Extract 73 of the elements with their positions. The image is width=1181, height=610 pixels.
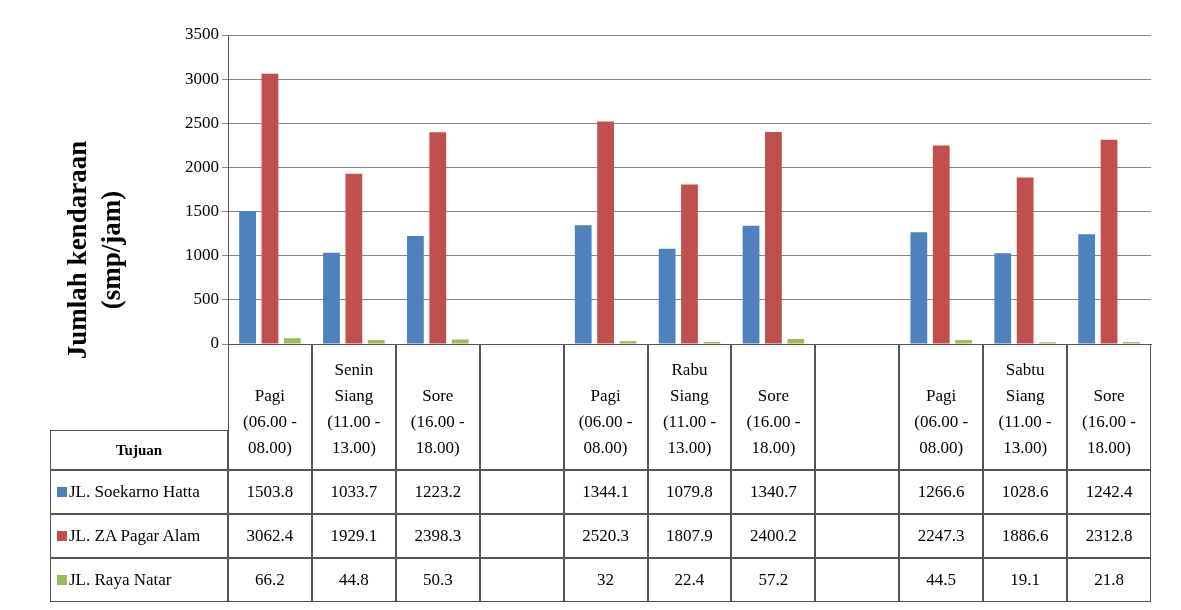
- data-label: 1033.7: [330, 481, 378, 503]
- bar: [910, 232, 928, 344]
- x-tick-label: Pagi (06.00 - 08.00): [577, 385, 634, 459]
- data-label: 22.4: [674, 569, 705, 591]
- data-label: 1028.6: [1001, 481, 1049, 503]
- y-tick-label: 3500: [185, 24, 219, 44]
- x-tick-label: Pagi (06.00 - 08.00): [242, 385, 298, 459]
- bar: [1100, 139, 1118, 344]
- x-tick-label: Pagi (06.00 - 08.00): [913, 385, 970, 459]
- data-label: 1929.1: [330, 525, 378, 547]
- data-label: 2520.3: [582, 525, 629, 547]
- y-tick-label: 2500: [185, 112, 219, 132]
- data-label: 66.2: [255, 569, 285, 591]
- x-tick-label: Sore (16.00 - 18.00): [409, 385, 466, 459]
- data-label: 1886.6: [1001, 525, 1049, 547]
- bar: [597, 121, 614, 344]
- bar: [994, 253, 1012, 344]
- data-label: 44.8: [338, 569, 369, 591]
- data-label: 1242.4: [1085, 481, 1133, 503]
- x-tick-label: Sore (16.00 - 18.00): [745, 385, 802, 459]
- y-axis-title: Jumlah kendaraan (smp/jam): [61, 139, 127, 362]
- legend-label: JL. Raya Natar: [69, 569, 172, 591]
- y-tick-label: 500: [193, 289, 219, 309]
- data-label: 1079.8: [666, 481, 713, 503]
- x-tick-label: Sabtu Siang (11.00 - 13.00): [997, 359, 1053, 459]
- bar: [765, 132, 782, 344]
- y-tick-label: 3000: [185, 68, 219, 88]
- data-label: 1340.7: [750, 481, 797, 503]
- data-label: 32: [597, 569, 615, 591]
- legend-label: JL. ZA Pagar Alam: [69, 525, 201, 547]
- bar: [619, 341, 637, 344]
- y-tick-label: 1000: [185, 245, 219, 265]
- bar: [429, 132, 447, 344]
- data-label: 19.1: [1010, 569, 1040, 591]
- data-label: 1266.6: [917, 481, 965, 503]
- bar: [681, 184, 698, 344]
- data-label: 44.5: [926, 569, 957, 591]
- bar: [345, 173, 363, 344]
- x-tick-label: Senin Siang (11.00 - 13.00): [326, 359, 382, 459]
- bar: [1078, 234, 1096, 344]
- bar: [239, 211, 256, 344]
- bar: [451, 339, 469, 344]
- data-label: 1807.9: [666, 525, 713, 547]
- data-label: 57.2: [758, 569, 789, 591]
- data-label: 2398.3: [414, 525, 462, 547]
- bar: [787, 338, 805, 344]
- y-tick-label: 0: [210, 333, 219, 353]
- data-label: 1223.2: [414, 481, 462, 503]
- data-label: 2247.3: [917, 525, 965, 547]
- data-label: 21.8: [1094, 569, 1124, 591]
- bar: [407, 236, 424, 344]
- bar: [323, 252, 340, 344]
- bar: [1016, 177, 1034, 344]
- x-tick-label: Rabu Siang (11.00 - 13.00): [661, 359, 718, 459]
- bar: [955, 340, 972, 344]
- data-label: 1344.1: [582, 481, 629, 503]
- bar: [932, 145, 950, 344]
- bar: [261, 73, 279, 344]
- x-tick-label: Sore (16.00 - 18.00): [1081, 385, 1137, 459]
- y-tick-label: 1500: [185, 201, 219, 221]
- data-label: 2312.8: [1085, 525, 1133, 547]
- bar: [658, 248, 676, 344]
- y-tick-label: 2000: [185, 156, 219, 176]
- bar: [742, 225, 760, 344]
- bar: [283, 338, 301, 344]
- data-label: 3062.4: [246, 525, 294, 547]
- data-label: 2400.2: [750, 525, 797, 547]
- legend-title: Tujuan: [115, 441, 163, 460]
- data-label: 50.3: [422, 569, 453, 591]
- bar: [367, 340, 385, 344]
- data-label: 1503.8: [246, 481, 294, 503]
- legend-label: JL. Soekarno Hatta: [69, 481, 200, 503]
- bar: [574, 225, 592, 344]
